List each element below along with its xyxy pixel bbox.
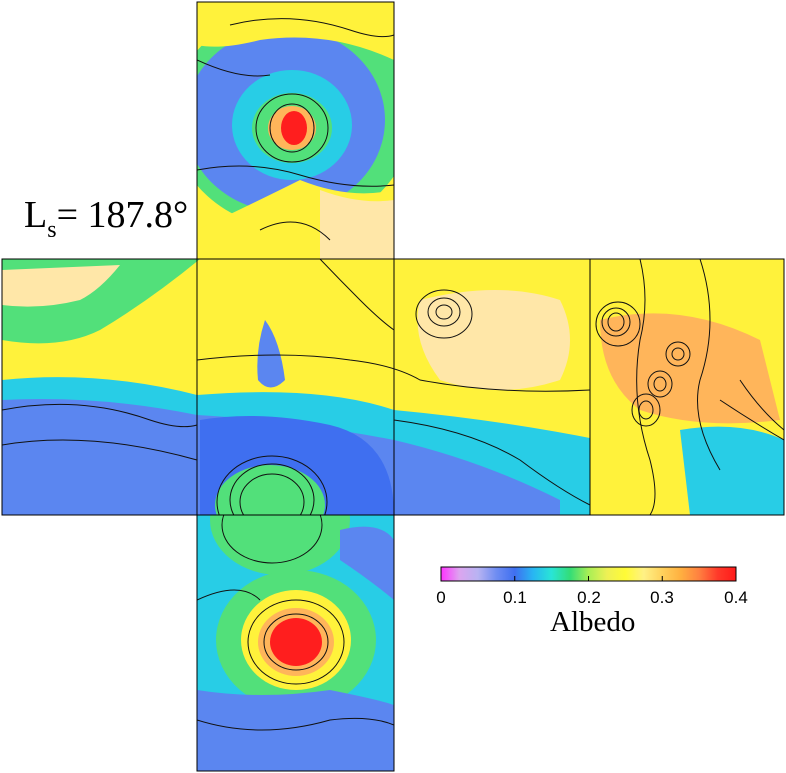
south-polar-cap — [270, 618, 322, 666]
colorbar-tick-label: 0.1 — [503, 588, 527, 607]
face-equatorial-band — [2, 259, 784, 515]
colorbar-title: Albedo — [550, 606, 636, 638]
albedo-colorbar — [440, 566, 737, 582]
face-south-polar — [197, 515, 394, 771]
face-north-polar — [197, 2, 394, 259]
colorbar-tick-label: 0 — [436, 588, 446, 607]
colorbar-tick-label: 0.2 — [577, 588, 601, 607]
solar-longitude-label: Ls= 187.8° — [24, 194, 189, 243]
north-polar-cap — [281, 111, 307, 145]
colorbar-tick-label: 0.3 — [650, 588, 674, 607]
colorbar-tick-label: 0.4 — [724, 588, 748, 607]
